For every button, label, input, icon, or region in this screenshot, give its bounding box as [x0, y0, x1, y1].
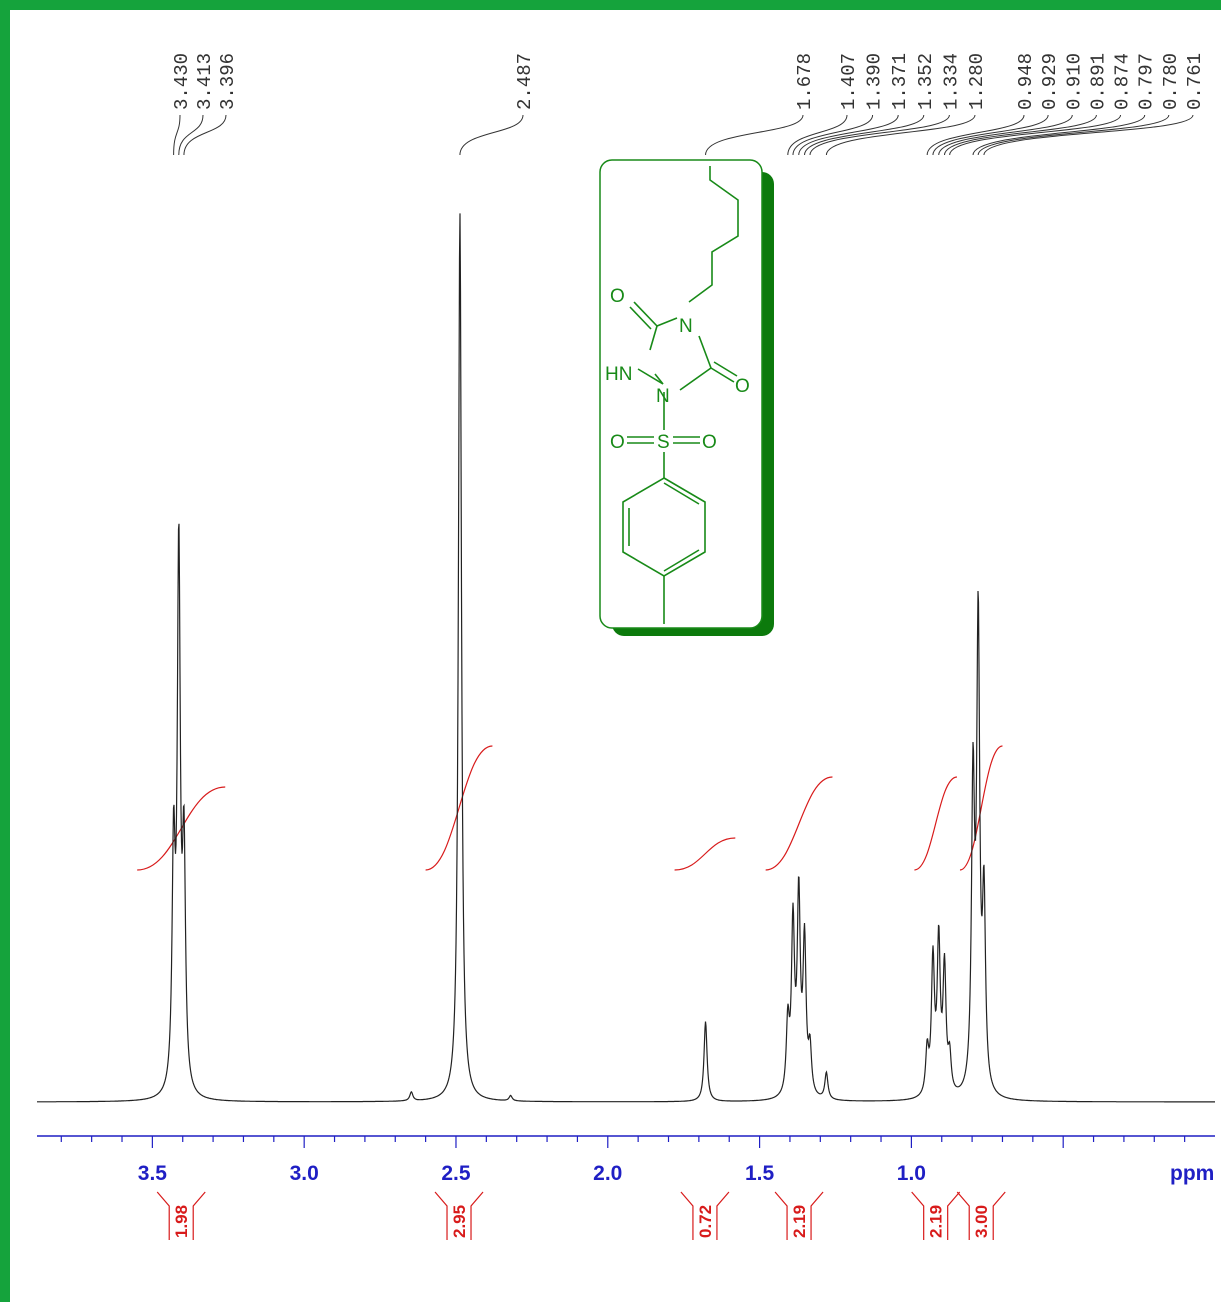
structure-inset: O N HN N O O S O [599, 159, 774, 636]
integral-curve [959, 745, 1003, 871]
peak-label: 1.280 [966, 53, 988, 110]
integral-value-label: 0.72 [696, 1205, 715, 1238]
atom-o-sulfonyl-left: O [610, 432, 625, 453]
structure-box [599, 159, 763, 629]
atom-s: S [657, 432, 670, 453]
x-axis-label: ppm [1170, 1162, 1214, 1185]
x-tick-label: 3.0 [290, 1162, 319, 1185]
integral-value-label: 1.98 [172, 1205, 191, 1238]
integral-value-label: 2.19 [790, 1205, 809, 1238]
peak-label: 0.891 [1087, 53, 1109, 110]
x-axis: 3.5 3.0 2.5 2.0 1.5 1.0 [37, 1135, 1215, 1185]
peak-label: 3.396 [217, 53, 239, 110]
peak-label: 3.430 [171, 53, 193, 110]
integral-value-label: 2.95 [450, 1205, 469, 1238]
integral-curve [765, 776, 833, 871]
peak-label: 0.761 [1184, 53, 1206, 110]
peak-label: 0.910 [1063, 53, 1085, 110]
peak-leader-line [804, 114, 925, 156]
x-tick-label: 1.5 [745, 1162, 775, 1185]
peak-leader-line [787, 114, 848, 156]
peak-leader-line [932, 114, 1049, 156]
peak-leader-line [977, 114, 1170, 156]
peak-leader-line [938, 114, 1073, 156]
integral-value-label: 2.19 [927, 1205, 946, 1238]
peak-label: 0.797 [1136, 53, 1158, 110]
atom-o-top: O [610, 286, 625, 307]
peak-leader-line [949, 114, 1122, 156]
peak-leader-line [459, 114, 524, 156]
peak-leader-line [825, 114, 976, 156]
integral-curve [425, 745, 493, 871]
integral-bracket [680, 1191, 730, 1240]
x-tick-label: 2.0 [593, 1162, 622, 1185]
peak-leader-line [792, 114, 874, 156]
peak-label: 1.678 [794, 53, 816, 110]
integral-bracket [774, 1191, 824, 1240]
x-tick-label: 1.0 [897, 1162, 926, 1185]
atom-o-sulfonyl-right: O [702, 432, 717, 453]
peak-leader-line [178, 114, 204, 156]
peak-label: 1.334 [940, 53, 962, 110]
integral-curve [914, 776, 958, 871]
atom-o-right: O [735, 376, 750, 397]
peak-labels-group: 3.430 3.413 3.396 2.487 1.678 1.407 1.390 1.371… [171, 53, 1206, 156]
peak-label: 0.780 [1160, 53, 1182, 110]
atom-hn: HN [605, 364, 632, 385]
peak-label: 1.352 [915, 53, 937, 110]
x-tick-label: 3.5 [138, 1162, 168, 1185]
peak-label: 3.413 [194, 53, 216, 110]
peak-label: 0.948 [1015, 53, 1037, 110]
peak-label: 1.407 [838, 53, 860, 110]
peak-label: 0.929 [1039, 53, 1061, 110]
peak-label: 2.487 [514, 53, 536, 110]
peak-leader-line [943, 114, 1097, 156]
atom-n-right: N [679, 316, 693, 337]
integral-bracket [156, 1191, 206, 1240]
peak-leader-line [809, 114, 950, 156]
integral-bracket [956, 1191, 1006, 1240]
integral-bracket [911, 1191, 961, 1240]
structure-bonds [622, 166, 739, 624]
peak-leader-line [183, 114, 227, 156]
integral-labels-group: 1.98 2.95 0.72 2.19 2.19 3.00 [156, 1191, 1006, 1240]
peak-leader-line [983, 114, 1194, 156]
peak-leader-line [705, 114, 804, 156]
integral-bracket [434, 1191, 484, 1240]
peak-leader-line [926, 114, 1025, 156]
spectrum-trace [37, 213, 1215, 1103]
integral-value-label: 3.00 [972, 1205, 991, 1238]
atom-n-bottom: N [656, 386, 670, 407]
peak-leader-line [173, 114, 181, 156]
peak-label: 0.874 [1112, 53, 1134, 110]
x-tick-label: 2.5 [441, 1162, 471, 1185]
peak-label: 1.390 [864, 53, 886, 110]
integrals-group [137, 745, 1003, 871]
peak-label: 1.371 [889, 53, 911, 110]
integral-curve [674, 837, 736, 871]
peak-leader-line [798, 114, 899, 156]
peak-leader-line [972, 114, 1146, 156]
